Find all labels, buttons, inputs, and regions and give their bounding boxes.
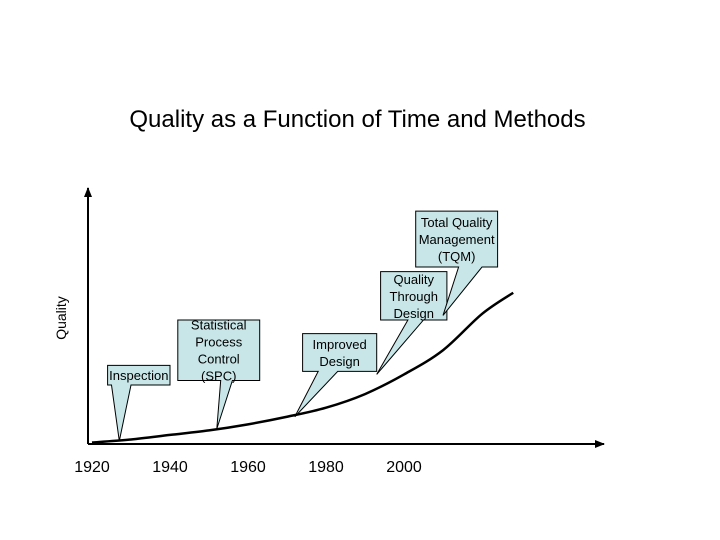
callout-text: Management [419, 232, 495, 247]
callout-text: Improved [313, 337, 367, 352]
callout-quality-through-design: Quality Through Design [376, 271, 448, 375]
callout-tqm: Total Quality Management (TQM) [415, 210, 499, 316]
callout-text: Process [195, 335, 242, 350]
callout-improved-design: Improved Design [294, 333, 378, 418]
x-tick-label: 1940 [152, 459, 188, 476]
callout-shape [294, 333, 378, 418]
callout-text: Statistical [191, 318, 247, 333]
callout-text: Design [319, 354, 359, 369]
callout-text: Through [390, 289, 438, 304]
x-tick-label: 1960 [230, 459, 266, 476]
y-axis-title: Quality [53, 296, 69, 340]
callout-spc: Statistical Process Control (SPC) [177, 318, 261, 430]
callouts: Inspection Statistical Process Control (SPC)… [107, 210, 499, 442]
quality-curve [91, 291, 514, 444]
x-tick-label: 1920 [74, 459, 110, 476]
callout-shape [376, 271, 448, 375]
callout-text: Total Quality [421, 215, 493, 230]
callout-text: Inspection [109, 368, 168, 383]
callout-shape [415, 210, 499, 316]
callout-text: Design [394, 306, 434, 321]
callout-text: (SPC) [201, 369, 236, 384]
x-tick-labels: 1920 1940 1960 1980 2000 [74, 459, 422, 476]
callout-text: (TQM) [438, 249, 476, 264]
slide-title: Quality as a Function of Time and Method… [129, 106, 586, 133]
callout-shape [177, 319, 261, 430]
callout-inspection: Inspection [107, 364, 171, 442]
callout-text: Control [198, 352, 240, 367]
callout-text: Quality [394, 272, 435, 287]
x-tick-label: 2000 [386, 459, 422, 476]
callout-shape [107, 364, 171, 442]
x-tick-label: 1980 [308, 459, 344, 476]
